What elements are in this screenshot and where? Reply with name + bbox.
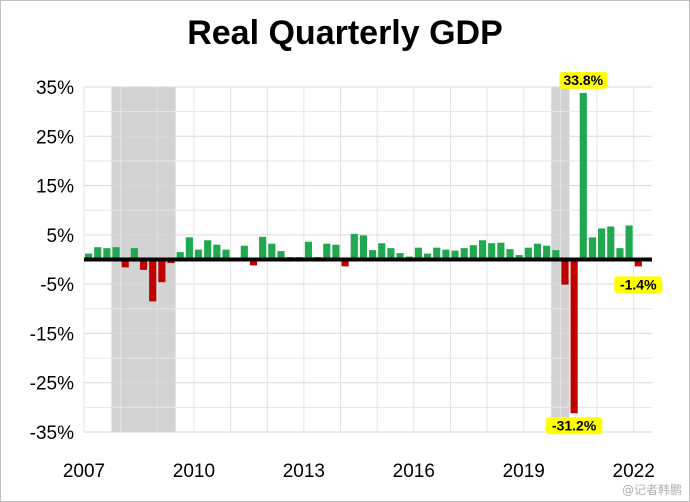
gridlines <box>83 86 652 433</box>
bar-2009Q1 <box>158 259 166 283</box>
bar-2012Q1 <box>268 243 276 260</box>
bar-2011Q3 <box>249 259 258 266</box>
bar-2008Q2 <box>130 248 138 260</box>
x-tick-label: 2013 <box>283 461 325 482</box>
data-label: -1.4% <box>620 276 657 292</box>
bar-2018Q1 <box>488 243 496 260</box>
bar-2010Q4 <box>222 249 230 260</box>
bar-2019Q3 <box>543 245 551 260</box>
chart-title: Real Quarterly GDP <box>187 14 503 52</box>
bar-2015Q3 <box>396 253 404 260</box>
bar-2007Q2 <box>94 247 102 260</box>
bar-2014Q3 <box>359 235 367 260</box>
bar-2019Q1 <box>524 247 532 260</box>
bar-2011Q4 <box>259 236 267 260</box>
bar-2017Q3 <box>469 245 477 260</box>
data-label-highlight <box>545 417 603 435</box>
bar-2022Q1 <box>634 259 642 267</box>
bar-2014Q1 <box>341 259 349 267</box>
bar-2015Q2 <box>387 248 395 260</box>
bar-2013Q4 <box>332 244 340 260</box>
bar-2021Q2 <box>607 226 615 260</box>
bar-2021Q4 <box>625 225 633 260</box>
bar-2014Q4 <box>369 250 377 260</box>
bar-2009Q3 <box>176 252 184 260</box>
y-tick-label: 15% <box>36 177 74 198</box>
bar-2009Q4 <box>185 237 193 260</box>
bar-2007Q4 <box>112 247 120 260</box>
bar-2020Q1 <box>561 259 569 285</box>
bar-2008Q4 <box>149 259 157 302</box>
bar-2013Q1 <box>304 241 313 260</box>
bar-2018Q3 <box>506 249 514 260</box>
bar-2021Q3 <box>616 248 624 260</box>
data-label: 33.8% <box>563 72 603 88</box>
y-tick-label: 25% <box>36 127 74 148</box>
bar-2015Q1 <box>378 243 386 260</box>
bar-2019Q2 <box>533 243 542 260</box>
y-tick-label: -5% <box>40 275 74 296</box>
data-label: -31.2% <box>552 417 597 433</box>
bars <box>85 92 642 414</box>
bar-2008Q1 <box>121 259 129 268</box>
bar-2020Q4 <box>588 237 597 260</box>
y-tick-label: 5% <box>47 226 75 247</box>
data-label-highlight <box>559 71 608 89</box>
y-tick-label: -35% <box>30 423 74 444</box>
bar-2020Q3 <box>579 92 587 260</box>
x-tick-label: 2007 <box>63 461 105 482</box>
bar-2017Q1 <box>451 250 459 260</box>
x-tick-label: 2019 <box>503 461 545 482</box>
bar-2020Q2 <box>570 259 578 414</box>
x-tick-label: 2016 <box>393 461 435 482</box>
bar-2016Q4 <box>442 249 450 260</box>
axes: 35% 25% 15% 5% -5% -15% -25% -35% 2007 2010 2013 20… <box>30 78 655 482</box>
bar-2017Q4 <box>478 240 487 260</box>
bar-2010Q3 <box>213 244 221 260</box>
watermark: @记者韩鹏 <box>621 483 682 497</box>
y-tick-label: 35% <box>36 78 74 99</box>
x-tick-label: 2010 <box>173 461 215 482</box>
bar-2011Q2 <box>240 245 248 260</box>
bar-2012Q2 <box>277 251 285 260</box>
x-tick-label: 2022 <box>613 461 655 482</box>
bar-2007Q1 <box>85 253 93 260</box>
bar-2014Q2 <box>350 233 358 260</box>
bar-2018Q4 <box>515 255 523 260</box>
bar-2010Q1 <box>194 249 203 260</box>
bar-2010Q2 <box>204 240 212 260</box>
bar-2016Q3 <box>433 247 441 260</box>
bar-2016Q2 <box>423 253 432 260</box>
bar-2013Q3 <box>323 243 331 260</box>
bar-2021Q1 <box>598 228 606 260</box>
bar-2018Q2 <box>497 242 505 260</box>
bar-2017Q2 <box>460 248 468 260</box>
bar-2016Q1 <box>414 247 422 260</box>
data-label-highlight <box>614 276 663 294</box>
bar-2007Q3 <box>103 248 111 260</box>
y-tick-label: -25% <box>30 374 74 395</box>
bar-2008Q3 <box>139 259 148 270</box>
bar-2019Q4 <box>552 250 560 260</box>
labels: 33.8% -31.2% -1.4% <box>545 71 663 435</box>
y-tick-label: -15% <box>30 324 74 345</box>
